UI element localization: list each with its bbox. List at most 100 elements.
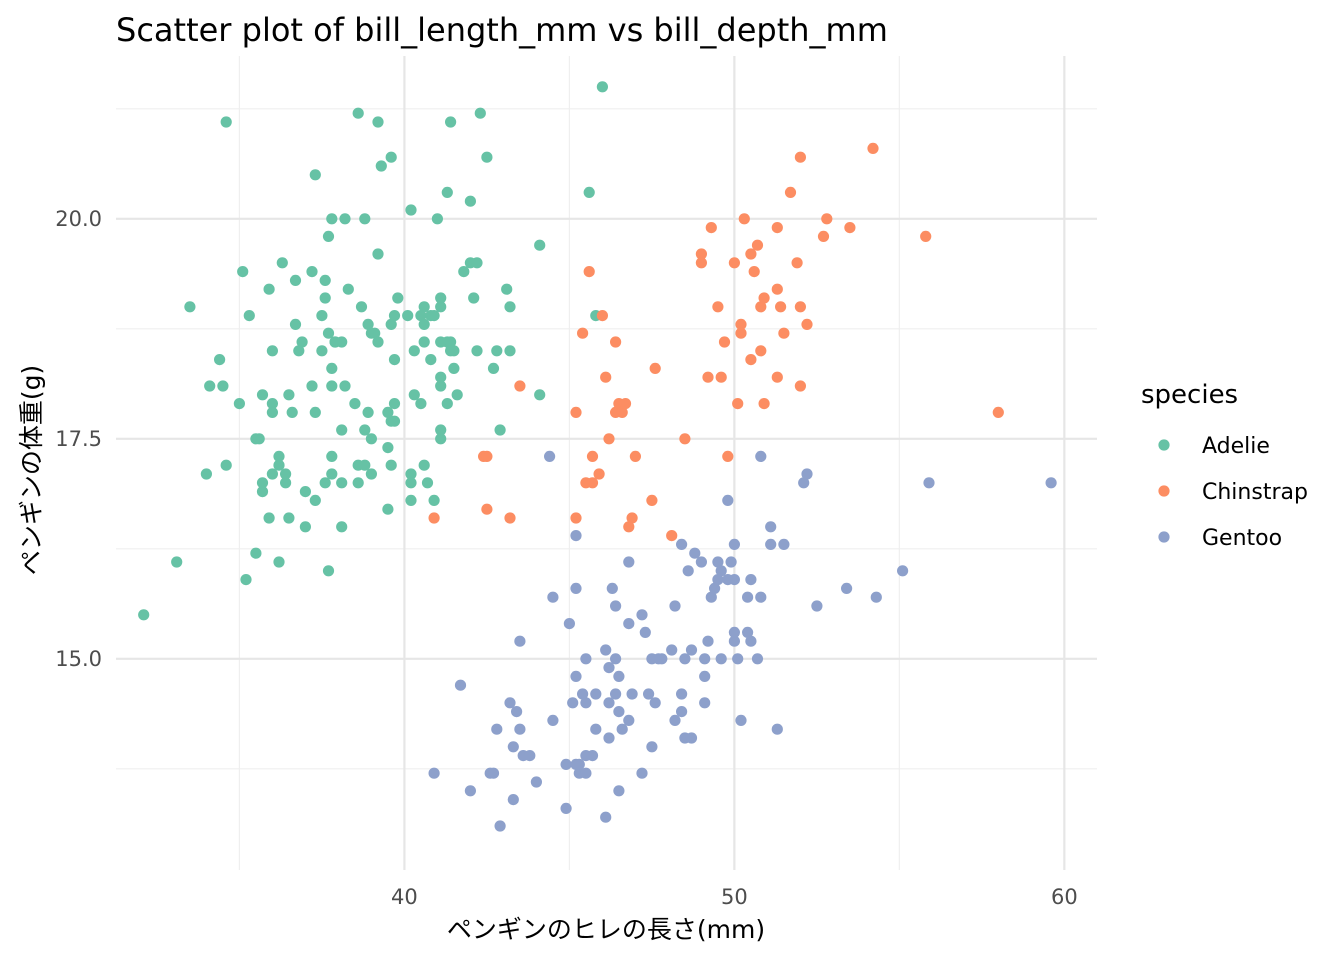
point-adelie-57 <box>326 213 338 225</box>
point-adelie-141 <box>501 283 513 295</box>
point-adelie-97 <box>402 310 414 322</box>
point-adelie-39 <box>299 486 311 498</box>
point-adelie-67 <box>349 398 361 410</box>
point-gentoo-106 <box>798 477 810 489</box>
point-chinstrap-61 <box>817 230 830 242</box>
point-chinstrap-2 <box>481 503 493 515</box>
point-gentoo-56 <box>639 626 651 639</box>
point-adelie-6 <box>217 380 229 392</box>
point-adelie-106 <box>418 459 430 471</box>
point-chinstrap-26 <box>649 362 661 374</box>
point-adelie-119 <box>435 371 447 383</box>
point-chinstrap-63 <box>844 222 856 234</box>
point-adelie-56 <box>326 362 338 374</box>
point-gentoo-110 <box>870 591 882 603</box>
point-adelie-72 <box>359 459 371 471</box>
point-chinstrap-37 <box>728 257 741 269</box>
legend: species Adelie Chinstrap Gentoo <box>1141 380 1308 551</box>
point-gentoo-6 <box>494 820 506 832</box>
point-gentoo-25 <box>570 582 582 595</box>
point-adelie-104 <box>415 398 427 410</box>
point-chinstrap-22 <box>623 521 635 533</box>
point-adelie-15 <box>253 433 265 445</box>
point-gentoo-14 <box>524 750 536 762</box>
point-chinstrap-15 <box>600 371 612 383</box>
point-gentoo-58 <box>646 741 658 753</box>
point-adelie-26 <box>273 459 285 471</box>
point-adelie-63 <box>336 336 348 348</box>
point-gentoo-51 <box>623 618 635 630</box>
point-adelie-134 <box>471 345 483 357</box>
point-adelie-0 <box>138 609 150 621</box>
point-adelie-21 <box>266 468 278 480</box>
point-gentoo-76 <box>699 697 711 709</box>
point-adelie-135 <box>471 257 483 269</box>
point-gentoo-89 <box>728 635 741 647</box>
point-gentoo-73 <box>685 644 698 656</box>
point-adelie-81 <box>372 336 384 348</box>
point-adelie-108 <box>418 318 430 330</box>
point-adelie-49 <box>319 274 331 286</box>
point-gentoo-105 <box>778 538 790 551</box>
point-adelie-145 <box>534 239 546 251</box>
point-adelie-33 <box>286 406 298 418</box>
point-chinstrap-31 <box>702 371 714 383</box>
point-chinstrap-5 <box>514 380 526 392</box>
point-adelie-87 <box>382 406 394 418</box>
point-gentoo-100 <box>755 591 767 603</box>
point-chinstrap-0 <box>428 512 440 524</box>
point-gentoo-18 <box>547 591 559 603</box>
point-gentoo-91 <box>728 574 741 586</box>
point-chinstrap-25 <box>646 494 658 506</box>
point-adelie-76 <box>362 318 374 330</box>
point-adelie-90 <box>385 318 397 330</box>
x-tick-label-2: 60 <box>1051 885 1078 909</box>
point-chinstrap-54 <box>778 327 790 339</box>
point-chinstrap-27 <box>666 530 678 542</box>
point-adelie-117 <box>435 424 447 436</box>
point-gentoo-107 <box>801 468 813 480</box>
x-tick-label-1: 50 <box>721 885 748 909</box>
point-gentoo-7 <box>504 697 516 709</box>
point-chinstrap-18 <box>610 336 622 348</box>
point-adelie-16 <box>256 486 269 498</box>
point-gentoo-90 <box>728 626 741 639</box>
legend-label-gentoo: Gentoo <box>1202 526 1282 551</box>
point-adelie-140 <box>494 424 506 436</box>
point-chinstrap-11 <box>586 477 599 489</box>
legend-key-gentoo <box>1158 531 1170 543</box>
point-adelie-107 <box>418 336 430 348</box>
point-adelie-11 <box>240 574 252 586</box>
point-gentoo-79 <box>702 635 714 647</box>
point-adelie-99 <box>405 477 417 489</box>
point-chinstrap-14 <box>596 310 609 322</box>
point-adelie-150 <box>445 116 457 128</box>
point-gentoo-35 <box>590 723 602 735</box>
point-adelie-110 <box>421 477 434 489</box>
point-chinstrap-43 <box>745 248 757 260</box>
point-adelie-75 <box>362 406 374 418</box>
point-chinstrap-4 <box>504 512 516 524</box>
point-gentoo-20 <box>560 758 572 771</box>
point-chinstrap-29 <box>695 257 708 269</box>
point-chinstrap-50 <box>771 371 783 383</box>
point-gentoo-54 <box>636 767 648 779</box>
point-gentoo-68 <box>676 538 688 551</box>
point-adelie-55 <box>326 380 338 392</box>
point-chinstrap-48 <box>758 398 770 410</box>
point-adelie-148 <box>596 81 609 93</box>
point-gentoo-71 <box>682 565 694 577</box>
point-gentoo-93 <box>732 653 744 665</box>
point-chinstrap-20 <box>616 406 628 418</box>
point-gentoo-26 <box>570 530 582 542</box>
point-adelie-9 <box>233 398 245 410</box>
point-gentoo-16 <box>544 450 556 462</box>
point-adelie-95 <box>388 310 401 322</box>
point-adelie-131 <box>458 266 470 278</box>
point-adelie-25 <box>273 556 285 568</box>
point-chinstrap-10 <box>583 266 595 278</box>
point-gentoo-40 <box>603 697 615 709</box>
point-adelie-5 <box>214 354 226 366</box>
point-adelie-37 <box>296 336 308 348</box>
point-gentoo-2 <box>464 785 476 797</box>
